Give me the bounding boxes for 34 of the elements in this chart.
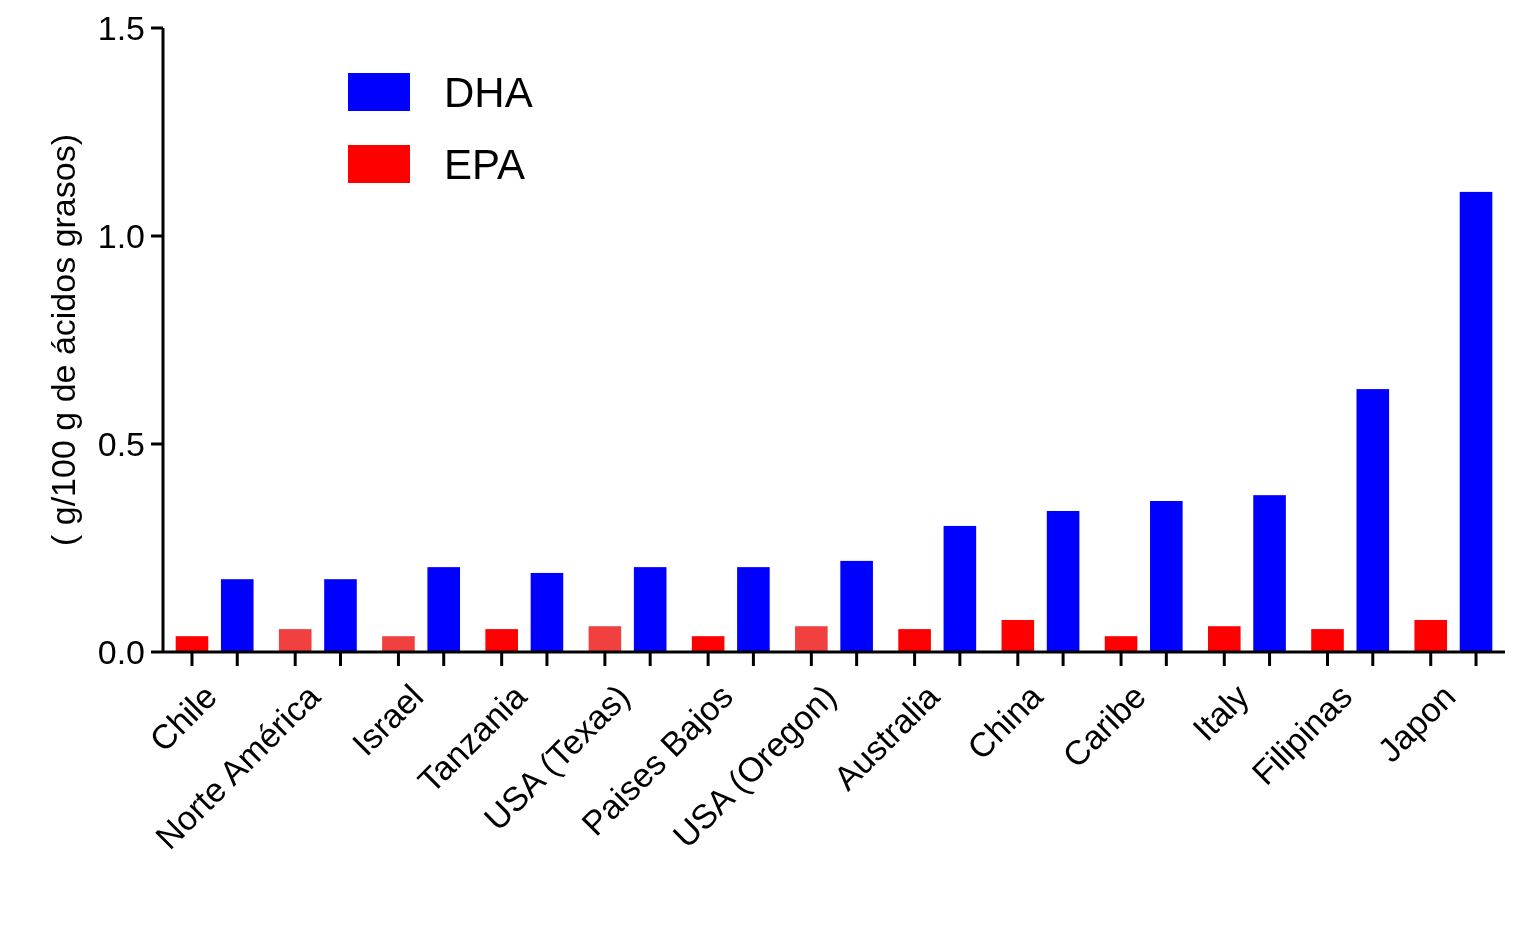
bar xyxy=(1207,626,1241,652)
bar xyxy=(1046,510,1080,652)
legend-label: EPA xyxy=(444,140,525,188)
bar xyxy=(1356,389,1390,652)
bar xyxy=(1459,191,1493,652)
legend-label: DHA xyxy=(444,68,533,116)
bar xyxy=(1414,619,1448,652)
y-tick-label: 1.0 xyxy=(97,216,145,255)
y-tick-label: 0.0 xyxy=(97,632,145,671)
bar xyxy=(382,636,415,652)
bar xyxy=(1104,636,1138,652)
bar xyxy=(840,560,873,652)
bar xyxy=(1150,500,1183,652)
y-tick-label: 1.5 xyxy=(97,8,145,47)
y-axis-title: ( g/100 g de ácidos grasos) xyxy=(43,133,82,547)
bar xyxy=(427,567,461,652)
x-tick-label: Italy xyxy=(1185,676,1257,748)
bar xyxy=(795,626,828,652)
bar xyxy=(530,572,564,652)
bar xyxy=(485,629,518,652)
bar xyxy=(1311,629,1344,652)
bar xyxy=(1001,619,1035,652)
bar xyxy=(737,567,770,652)
bar xyxy=(943,525,977,652)
y-tick-label: 0.5 xyxy=(97,424,145,463)
bar xyxy=(220,579,254,652)
bar xyxy=(324,579,357,652)
bar xyxy=(691,636,725,652)
bar xyxy=(175,636,209,652)
bar xyxy=(278,629,312,652)
bar xyxy=(633,567,667,652)
bar xyxy=(588,626,622,652)
bar xyxy=(898,629,931,652)
bar xyxy=(1253,495,1286,652)
